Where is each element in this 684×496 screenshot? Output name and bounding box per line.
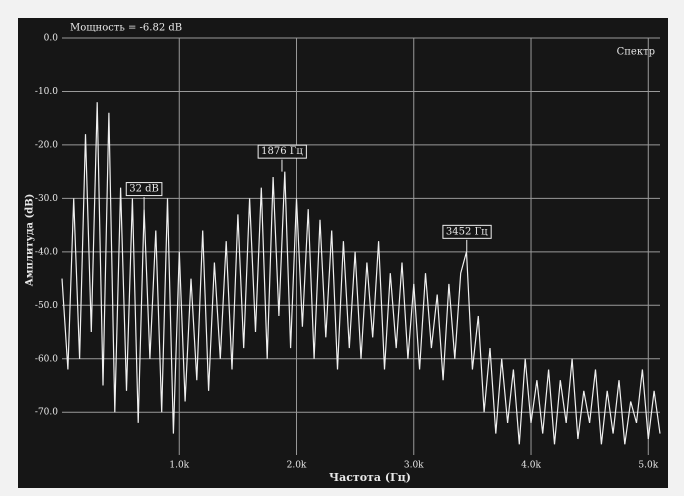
- y-tick-label: -50.0: [35, 301, 58, 311]
- y-tick-label: -70.0: [35, 408, 58, 418]
- y-tick-label: -60.0: [35, 354, 58, 364]
- chart-title: Мощность = -6.82 dB: [70, 23, 182, 34]
- y-tick-label: -40.0: [35, 247, 58, 257]
- annotation-label: 1876 Гц: [261, 146, 303, 157]
- y-axis-label: Амплитуда (dB): [25, 194, 36, 287]
- y-tick-label: -10.0: [35, 87, 58, 97]
- x-tick-label: 5.0k: [638, 461, 658, 471]
- chart: Мощность = -6.82 dB Частота (Гц) Амплиту…: [0, 0, 684, 496]
- y-tick-label: 0.0: [44, 34, 59, 44]
- annotation-label: 32 dB: [129, 184, 159, 195]
- y-tick-label: -20.0: [35, 140, 58, 150]
- y-tick-label: -30.0: [35, 194, 58, 204]
- x-tick-label: 3.0k: [404, 461, 424, 471]
- x-tick-label: 4.0k: [521, 461, 541, 471]
- x-axis-label: Частота (Гц): [329, 471, 411, 484]
- x-tick-label: 2.0k: [287, 461, 307, 471]
- annotation-label: 3452 Гц: [446, 226, 488, 237]
- x-tick-label: 1.0k: [169, 461, 189, 471]
- legend-entry: Спектр: [617, 47, 655, 58]
